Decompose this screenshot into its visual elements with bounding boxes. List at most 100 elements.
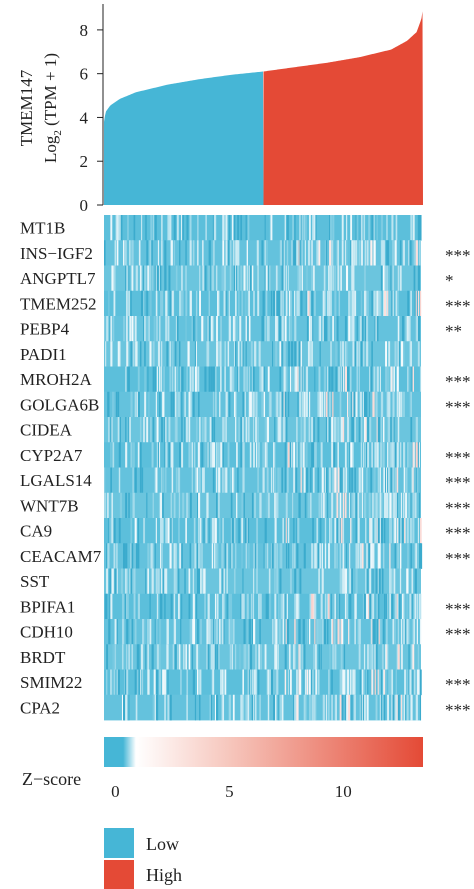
heatmap-cell xyxy=(188,417,191,443)
heatmap-cell xyxy=(231,644,233,670)
heatmap-cell xyxy=(347,366,350,393)
heatmap-cell xyxy=(294,316,297,342)
heatmap-cell xyxy=(191,543,194,569)
heatmap-cell xyxy=(348,619,350,645)
heatmap-cell xyxy=(316,543,318,569)
heatmap-cell xyxy=(270,543,273,569)
heatmap-cell xyxy=(414,290,417,317)
heatmap-cell xyxy=(128,417,130,443)
heatmap-cell xyxy=(297,265,299,292)
heatmap-cell xyxy=(354,669,356,696)
heatmap-cell xyxy=(355,240,358,266)
heatmap-cell xyxy=(297,593,300,620)
heatmap-cell xyxy=(370,366,373,393)
heatmap-cell xyxy=(111,518,113,544)
heatmap-cell xyxy=(419,694,422,721)
heatmap-cell xyxy=(365,568,367,595)
heatmap-cell xyxy=(189,442,192,468)
heatmap-cell xyxy=(363,593,366,620)
significance-mark: *** xyxy=(445,372,471,391)
heatmap-cell xyxy=(347,417,350,443)
heatmap-cell xyxy=(396,366,399,393)
heatmap-cell xyxy=(186,694,188,721)
heatmap-cell xyxy=(192,568,195,595)
heatmap-cell xyxy=(349,543,351,569)
heatmap-cell xyxy=(211,417,214,443)
heatmap-cell xyxy=(235,290,237,317)
heatmap-cell xyxy=(140,290,144,317)
heatmap-cell xyxy=(295,593,297,620)
heatmap-cell xyxy=(221,265,223,292)
heatmap-cell xyxy=(179,341,181,367)
heatmap-cell xyxy=(398,694,401,721)
heatmap-cell xyxy=(270,215,273,241)
heatmap-cell xyxy=(121,644,124,670)
heatmap-cell xyxy=(322,316,325,342)
heatmap-cell xyxy=(368,593,370,620)
heatmap-cell xyxy=(223,215,225,241)
heatmap-cell xyxy=(367,442,370,468)
heatmap-cell xyxy=(259,593,262,620)
heatmap-cell xyxy=(171,366,174,393)
heatmap-cell xyxy=(284,543,287,569)
heatmap-cell xyxy=(352,341,354,367)
heatmap-cell xyxy=(248,366,250,393)
heatmap-cell xyxy=(347,694,349,721)
heatmap-cell xyxy=(216,694,219,721)
heatmap-cell xyxy=(242,341,244,367)
heatmap-cell xyxy=(222,467,224,494)
heatmap-cell xyxy=(337,417,339,443)
heatmap-cell xyxy=(403,391,405,418)
heatmap-cell xyxy=(131,543,134,569)
heatmap-cell xyxy=(107,543,109,569)
heatmap-cell xyxy=(417,215,421,241)
heatmap-cell xyxy=(251,669,254,696)
heatmap-cell xyxy=(274,442,276,468)
heatmap-cell xyxy=(198,391,200,418)
heatmap-cell xyxy=(143,518,146,544)
heatmap-cell xyxy=(108,290,110,317)
heatmap-cell xyxy=(124,543,126,569)
heatmap-cell xyxy=(288,644,291,670)
significance-mark: *** xyxy=(445,498,471,517)
heatmap-cell xyxy=(283,593,286,620)
heatmap-cell xyxy=(352,442,354,468)
heatmap-cell xyxy=(410,417,413,443)
heatmap-cell xyxy=(273,694,276,721)
heatmap-cell xyxy=(155,290,158,317)
heatmap-cell xyxy=(295,366,298,393)
heatmap-row-label: CYP2A7 xyxy=(20,446,83,465)
heatmap-cell xyxy=(394,492,396,519)
heatmap-cell xyxy=(247,694,250,721)
heatmap-cell xyxy=(319,619,322,645)
heatmap-cell xyxy=(131,644,134,670)
heatmap-cell xyxy=(200,568,202,595)
heatmap-cell xyxy=(241,492,243,519)
heatmap-cell xyxy=(308,619,311,645)
heatmap-cell xyxy=(372,568,374,595)
heatmap-cell xyxy=(125,669,127,696)
heatmap-cell xyxy=(151,543,154,569)
heatmap-cell xyxy=(384,290,387,317)
heatmap-cell xyxy=(410,694,413,721)
heatmap-cell xyxy=(390,568,393,595)
heatmap-cell xyxy=(380,240,383,266)
heatmap-cell xyxy=(134,467,137,494)
heatmap-cell xyxy=(202,568,204,595)
heatmap-cell xyxy=(208,619,211,645)
heatmap-cell xyxy=(182,215,184,241)
heatmap-cell xyxy=(354,417,356,443)
heatmap-cell xyxy=(208,518,210,544)
heatmap-cell xyxy=(232,366,235,393)
heatmap-cell xyxy=(273,290,276,317)
heatmap-cell xyxy=(407,694,409,721)
heatmap-cell xyxy=(107,492,109,519)
heatmap-cell xyxy=(222,265,224,292)
heatmap-cell xyxy=(412,366,414,393)
heatmap-cell xyxy=(289,366,292,393)
heatmap-cell xyxy=(171,518,173,544)
heatmap-cell xyxy=(285,290,288,317)
heatmap-cell xyxy=(294,240,297,266)
heatmap-cell xyxy=(380,391,384,418)
heatmap-cell xyxy=(240,417,242,443)
